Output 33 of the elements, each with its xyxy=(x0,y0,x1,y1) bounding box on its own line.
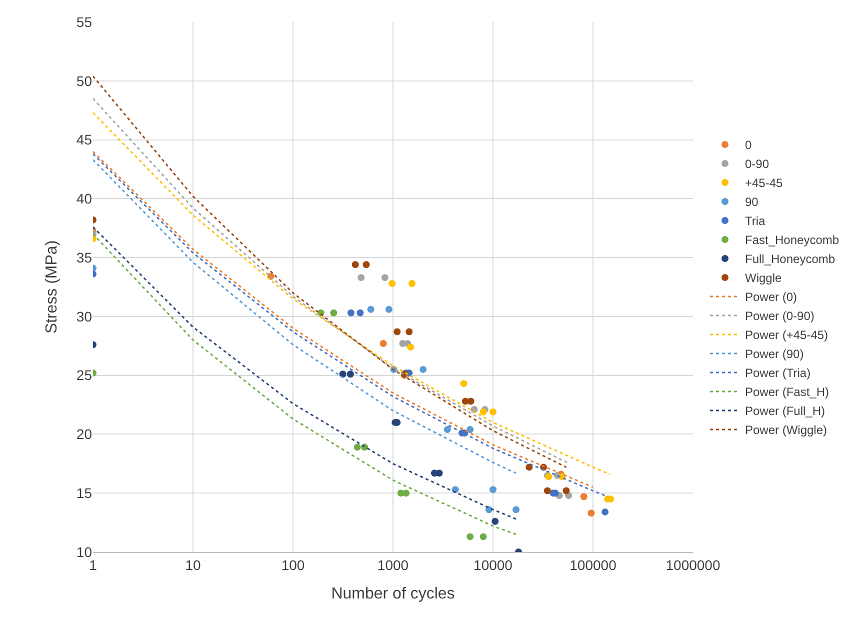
x-tick-label: 1000000 xyxy=(666,556,720,573)
legend-label: Power (90) xyxy=(745,347,804,362)
legend-label: Power (Tria) xyxy=(745,366,811,380)
legend-label: Fast_Honeycomb xyxy=(745,233,840,248)
legend-label: Power (0) xyxy=(745,290,798,304)
legend-label: 0-90 xyxy=(745,157,770,172)
legend-label: Full_Honeycomb xyxy=(745,252,836,266)
legend-label: Wiggle xyxy=(745,271,782,286)
y-tick-label: 45 xyxy=(76,132,92,148)
x-tick-label: 100 xyxy=(281,556,305,573)
y-tick-label: 25 xyxy=(76,367,92,384)
legend-label: 90 xyxy=(745,195,759,210)
y-tick-label: 30 xyxy=(76,308,92,324)
y-tick-label: 15 xyxy=(76,485,92,502)
legend-label: 0 xyxy=(745,138,752,152)
y-axis-title: Stress (MPa) xyxy=(43,240,60,334)
x-tick-label: 1000 xyxy=(377,556,409,573)
y-tick-label: 55 xyxy=(76,14,92,30)
legend-label: Power (Wiggle) xyxy=(745,423,828,438)
y-tick-label: 50 xyxy=(76,72,92,89)
x-tick-label: 100000 xyxy=(570,556,617,573)
x-tick-label: 10 xyxy=(185,556,201,573)
legend-label: Power (+45-45) xyxy=(745,328,828,342)
legend-label: +45-45 xyxy=(745,176,784,190)
x-tick-label: 10000 xyxy=(474,556,513,573)
y-tick-label: 20 xyxy=(76,426,92,442)
legend-label: Power (Full_H) xyxy=(745,404,826,418)
legend-label: Tria xyxy=(745,214,766,228)
legend-label: Power (0-90) xyxy=(745,309,814,324)
x-axis-title: Number of cycles xyxy=(331,586,455,602)
legend-label: Power (Fast_H) xyxy=(745,385,830,400)
y-tick-label: 35 xyxy=(76,249,92,266)
y-tick-label: 40 xyxy=(76,190,92,207)
